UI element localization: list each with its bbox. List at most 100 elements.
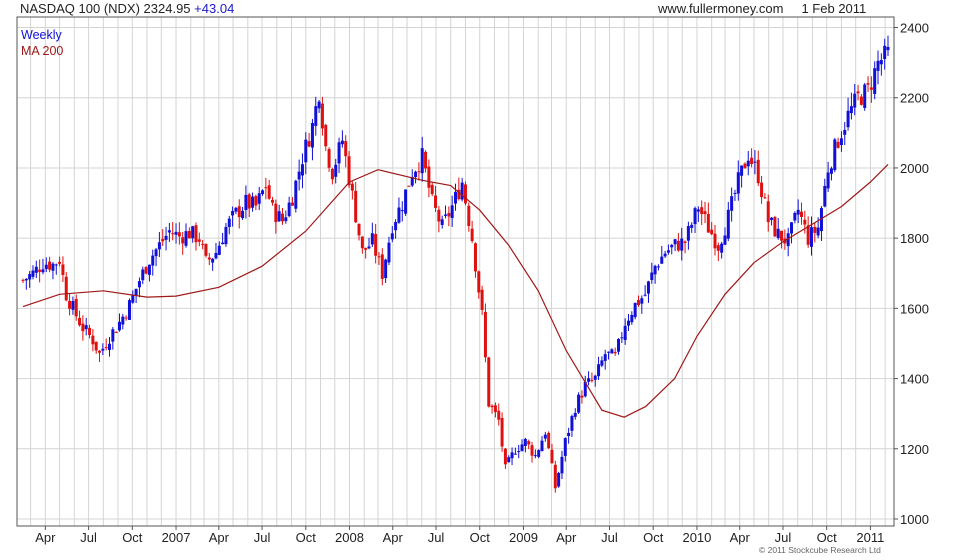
weekly-bar-body bbox=[297, 171, 301, 180]
weekly-bar-body bbox=[124, 317, 128, 319]
weekly-bar-body bbox=[473, 243, 477, 272]
weekly-bar-body bbox=[141, 269, 145, 281]
weekly-bar-body bbox=[577, 394, 581, 413]
weekly-bar-body bbox=[261, 190, 265, 195]
source-link[interactable]: www.fullermoney.com bbox=[658, 1, 784, 16]
weekly-bar-body bbox=[274, 203, 278, 223]
weekly-bar-body bbox=[607, 351, 611, 353]
weekly-bar-body bbox=[334, 164, 338, 177]
weekly-bar-body bbox=[776, 228, 780, 239]
weekly-bar-body bbox=[826, 172, 830, 189]
weekly-bar-body bbox=[873, 68, 877, 94]
y-tick-label: 1800 bbox=[900, 231, 929, 246]
weekly-bar-body bbox=[231, 210, 235, 216]
x-tick-label: Apr bbox=[383, 530, 404, 545]
weekly-bar-body bbox=[247, 194, 251, 209]
moving-average bbox=[22, 163, 889, 418]
y-tick-label: 1200 bbox=[900, 442, 929, 457]
weekly-bar-body bbox=[849, 106, 853, 114]
weekly-bar-body bbox=[127, 300, 131, 320]
x-tick-label: Oct bbox=[470, 530, 491, 545]
weekly-bar-body bbox=[264, 187, 268, 189]
weekly-bar-body bbox=[430, 184, 434, 195]
weekly-bar-body bbox=[300, 164, 304, 176]
weekly-bar-body bbox=[224, 226, 228, 245]
weekly-bar-body bbox=[656, 266, 660, 268]
weekly-bar-body bbox=[593, 375, 597, 380]
weekly-bar-body bbox=[164, 235, 168, 240]
weekly-bar-body bbox=[813, 226, 817, 233]
weekly-bar-body bbox=[460, 182, 464, 200]
weekly-bar-body bbox=[237, 206, 241, 218]
weekly-bar-body bbox=[161, 239, 165, 242]
weekly-bar-body bbox=[167, 230, 171, 233]
weekly-bar-body bbox=[583, 381, 587, 397]
weekly-bar-body bbox=[463, 184, 467, 204]
weekly-bar-body bbox=[560, 456, 564, 474]
weekly-bar-body bbox=[217, 245, 221, 255]
weekly-bar-body bbox=[636, 300, 640, 306]
weekly-bar-body bbox=[54, 264, 58, 266]
weekly-bar-body bbox=[121, 316, 125, 325]
weekly-bar-body bbox=[796, 209, 800, 215]
index-name: NASDAQ 100 (NDX) bbox=[20, 1, 140, 16]
weekly-bar-body bbox=[377, 256, 381, 258]
weekly-bar-body bbox=[314, 106, 318, 126]
weekly-bar-body bbox=[643, 294, 647, 296]
weekly-bar-body bbox=[513, 453, 517, 455]
weekly-bar-body bbox=[640, 298, 644, 304]
weekly-bar-body bbox=[58, 261, 62, 264]
weekly-bar-body bbox=[277, 211, 281, 222]
weekly-bar-body bbox=[320, 103, 324, 129]
weekly-bar-body bbox=[434, 195, 438, 208]
weekly-bar-body bbox=[490, 405, 494, 408]
x-tick-label: Oct bbox=[122, 530, 143, 545]
weekly-bar-body bbox=[194, 225, 198, 243]
x-tick-label: 2008 bbox=[335, 530, 364, 545]
weekly-bar-body bbox=[866, 83, 870, 85]
weekly-bar-body bbox=[420, 148, 424, 174]
weekly-bar-body bbox=[404, 189, 408, 214]
x-tick-label: 2009 bbox=[509, 530, 538, 545]
weekly-bar-body bbox=[244, 194, 248, 210]
weekly-bar-body bbox=[48, 261, 52, 270]
weekly-bar-body bbox=[790, 222, 794, 234]
weekly-bar-body bbox=[337, 142, 341, 164]
weekly-bar-body bbox=[650, 272, 654, 280]
weekly-bar-body bbox=[823, 185, 827, 207]
weekly-bar-body bbox=[154, 249, 158, 257]
weekly-bar-body bbox=[510, 452, 514, 459]
weekly-bar-body bbox=[686, 226, 690, 241]
weekly-bar-body bbox=[746, 160, 750, 167]
weekly-bar-body bbox=[174, 231, 178, 235]
weekly-bar-body bbox=[617, 339, 621, 352]
weekly-bar-body bbox=[384, 259, 388, 279]
weekly-bar-body bbox=[171, 233, 175, 235]
weekly-bar-body bbox=[646, 281, 650, 294]
weekly-bar-body bbox=[816, 227, 820, 236]
x-tick-label: Jul bbox=[80, 530, 97, 545]
y-tick-label: 1400 bbox=[900, 372, 929, 387]
weekly-bar-body bbox=[454, 191, 457, 204]
weekly-bar-body bbox=[573, 412, 577, 417]
weekly-bar-body bbox=[590, 379, 594, 381]
weekly-bar-body bbox=[281, 213, 284, 222]
weekly-bar-body bbox=[34, 266, 38, 273]
weekly-bar-body bbox=[177, 232, 181, 237]
weekly-bar-body bbox=[696, 209, 700, 212]
weekly-bar-body bbox=[670, 244, 674, 248]
weekly-bar-body bbox=[427, 166, 431, 188]
weekly-bar-body bbox=[740, 165, 744, 176]
weekly-bar-body bbox=[457, 189, 461, 200]
weekly-bar-body bbox=[407, 185, 411, 187]
weekly-bar-body bbox=[550, 449, 554, 464]
weekly-bar-body bbox=[839, 138, 843, 146]
y-tick-label: 1600 bbox=[900, 301, 929, 316]
y-axis: 1000 1200 1400 1600 1800 2000 2200 2400 bbox=[894, 21, 929, 527]
weekly-bar-body bbox=[859, 96, 863, 105]
weekly-bar-body bbox=[400, 210, 404, 212]
weekly-bar-body bbox=[294, 180, 298, 209]
weekly-bar-body bbox=[773, 217, 777, 237]
weekly-bar-body bbox=[304, 139, 308, 163]
x-tick-label: Jul bbox=[601, 530, 618, 545]
